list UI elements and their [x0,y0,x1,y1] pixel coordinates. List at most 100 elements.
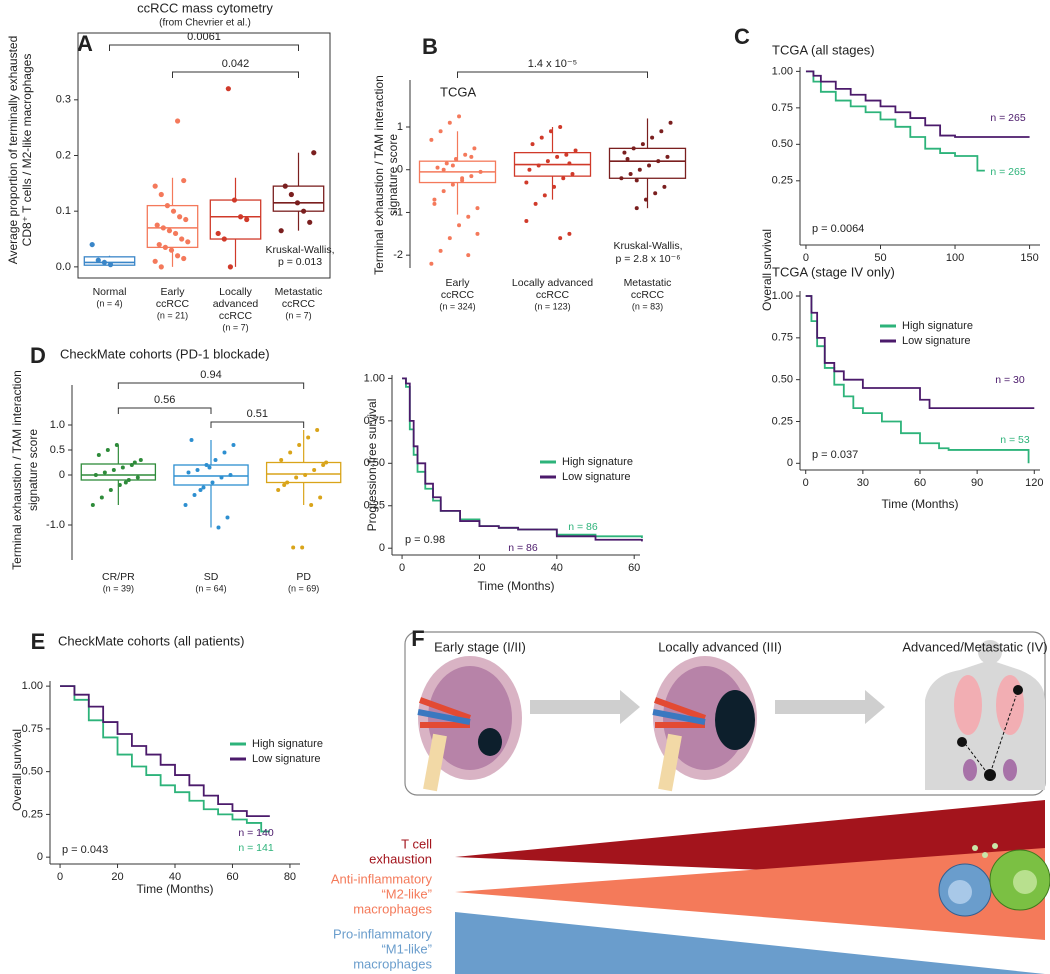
data-point [429,261,434,266]
survival-curve [805,70,1030,138]
data-point [278,228,284,234]
y-tick-label: 0.75 [772,332,793,344]
data-point [306,435,311,440]
x-tick-label: ccRCC [156,298,190,310]
data-point [318,495,323,500]
legend-label: Low signature [902,335,971,347]
data-point [321,463,326,467]
legend-label: High signature [252,738,323,750]
x-tick-label: 0 [57,871,63,883]
data-point [450,163,455,168]
data-point [156,241,162,248]
data-point [530,142,535,147]
panel-label: E [31,629,46,654]
chart-title: TCGA (stage IV only) [772,264,895,279]
y-tick-label: 0.75 [364,415,385,427]
y-tick-label: 1.00 [772,290,793,302]
chart: CheckMate cohorts (all patients) 0 0.25 0.5… [10,633,323,896]
chart: CheckMate cohorts (PD-1 blockade) 1.0 0.5 0… [10,346,342,593]
band-label: T cell [401,836,432,851]
data-point [435,165,440,170]
data-point [668,120,673,125]
data-point [555,154,560,159]
annotation: Kruskal-Wallis, [613,240,682,252]
survival-curve [60,685,270,818]
y-tick-label: -1 [393,206,403,218]
y-tick-label: -1.0 [46,519,65,531]
y-tick-label: 0.25 [772,415,793,427]
data-point [447,120,452,125]
box [265,461,342,484]
data-point [650,135,655,140]
data-point [533,201,538,206]
data-point [647,163,652,168]
n-label: n = 86 [568,521,598,533]
data-point [183,216,189,223]
bracket [457,71,648,78]
data-point [438,129,443,134]
chart-title: TCGA [440,84,476,99]
arrow [530,690,640,724]
y-tick-label: 0 [37,851,43,863]
data-point [573,148,578,153]
band-label: “M2-like” [381,886,432,901]
data-point [432,201,437,206]
x-tick-label: Locally advanced [512,277,593,289]
box [83,256,136,266]
y-tick-label: 0 [397,164,403,176]
stage-label: Locally advanced (III) [658,639,782,654]
data-point [634,206,639,211]
n-label: (n = 324) [439,301,475,311]
data-point [174,253,181,259]
data-point [95,257,101,263]
data-point [665,154,670,159]
y-axis-label: CD8⁺ T cells / M2-like macrophages [20,54,34,247]
data-point [524,219,529,223]
chart: TCGA -2 -1 0 1 Terminal exhaustion / TAM inte… [372,58,687,311]
data-point [429,137,434,142]
n-label: (n = 4) [96,298,122,308]
panel-label: D [30,343,46,368]
cells [938,843,1050,917]
survival-curve [60,685,270,833]
data-point [210,480,215,485]
panel-label: B [422,34,438,59]
data-point [172,230,179,237]
data-point [300,545,305,550]
data-point [207,465,212,470]
data-point [123,480,128,485]
data-point [659,129,664,134]
data-point [192,493,197,497]
x-tick-label: 40 [551,562,563,574]
y-tick-label: 1 [397,121,403,133]
n-label: (n = 7) [222,322,248,332]
data-point [135,475,140,480]
n-label: n = 53 [1000,434,1030,446]
data-point [138,458,143,462]
box [80,463,157,481]
band-label: Anti-inflammatory [331,871,433,886]
kidney-locally-advanced [652,656,757,792]
data-point [662,184,667,189]
panel-label: F [411,626,424,651]
data-point [475,206,480,211]
chart: ccRCC mass cytometry (from Chevrier et al… [6,0,334,332]
data-point [294,475,299,480]
x-tick-label: 120 [1025,477,1043,489]
annotation: p = 2.8 x 10⁻⁶ [615,253,680,265]
survival-curve [805,295,1030,464]
data-point [558,236,563,241]
x-tick-label: CR/PR [102,571,135,583]
y-tick-label: 0 [379,542,385,554]
chart-title: CheckMate cohorts (all patients) [58,633,244,648]
x-tick-label: 90 [971,477,983,489]
data-point [89,241,95,248]
y-tick-label: 1.00 [364,372,385,384]
bracket [172,71,299,78]
data-point [177,214,183,220]
y-tick-label: 0.25 [22,808,43,820]
data-point [561,176,566,181]
y-tick-label: 0.2 [56,149,71,161]
n-label: (n = 83) [632,301,663,311]
x-tick-label: ccRCC [631,289,665,301]
